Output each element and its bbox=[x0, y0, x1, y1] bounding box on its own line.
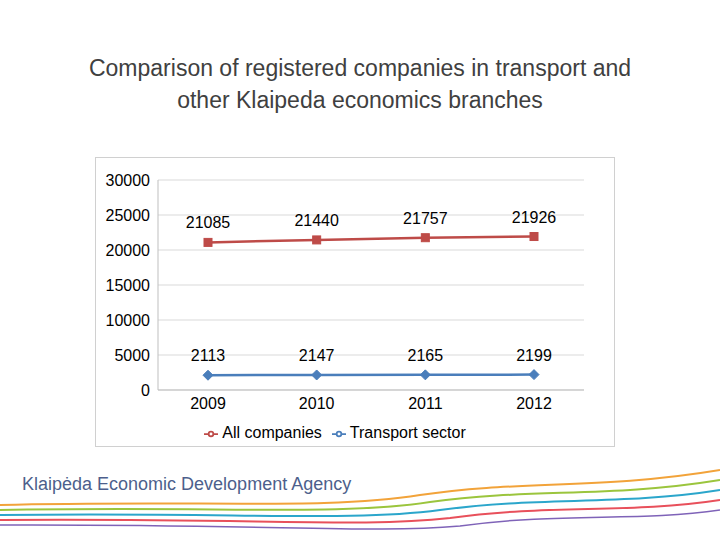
svg-text:10000: 10000 bbox=[106, 312, 151, 329]
svg-text:15000: 15000 bbox=[106, 277, 151, 294]
html-text:All companies: All companies bbox=[222, 424, 322, 441]
svg-text:2012: 2012 bbox=[516, 395, 552, 412]
svg-text:2147: 2147 bbox=[299, 347, 335, 364]
svg-text:25000: 25000 bbox=[106, 207, 151, 224]
svg-text:20000: 20000 bbox=[106, 242, 151, 259]
svg-text:21757: 21757 bbox=[403, 210, 448, 227]
svg-text:2011: 2011 bbox=[408, 395, 443, 412]
svg-text:2113: 2113 bbox=[191, 347, 226, 364]
svg-text:30000: 30000 bbox=[106, 172, 151, 189]
svg-text:0: 0 bbox=[141, 382, 150, 399]
svg-text:2165: 2165 bbox=[408, 347, 444, 364]
svg-text:2010: 2010 bbox=[299, 395, 335, 412]
html-text:Comparison of registered compa: Comparison of registered companies in tr… bbox=[89, 55, 631, 113]
svg-text:21926: 21926 bbox=[512, 209, 557, 226]
svg-text:2199: 2199 bbox=[516, 347, 552, 364]
svg-text:5000: 5000 bbox=[114, 347, 150, 364]
svg-text:2009: 2009 bbox=[190, 395, 226, 412]
html-text:Klaipėda Economic Development: Klaipėda Economic Development Agency bbox=[22, 474, 352, 494]
svg-text:21085: 21085 bbox=[186, 214, 231, 231]
html-text:Transport sector: Transport sector bbox=[349, 424, 466, 441]
svg-text:21440: 21440 bbox=[294, 212, 339, 229]
